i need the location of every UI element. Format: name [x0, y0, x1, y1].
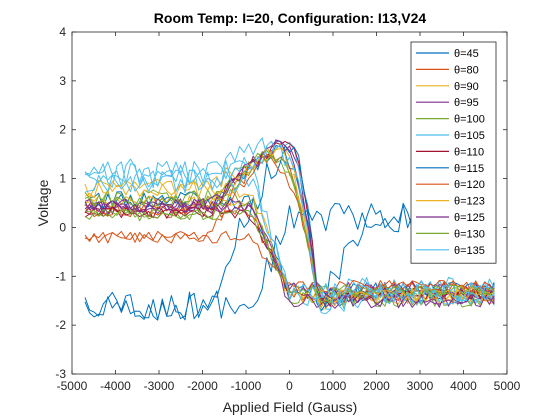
x-tick-label: -2000 — [187, 379, 218, 393]
legend: θ=45 θ=80 θ=90 θ=95 θ=100 θ=105 θ=110 θ=115 θ=12… — [410, 41, 497, 264]
y-tick-label: 3 — [59, 74, 66, 88]
legend-entry: θ=110 — [454, 146, 484, 158]
x-tick-label: 4000 — [450, 379, 477, 393]
x-axis-label: Applied Field (Gauss) — [223, 399, 358, 415]
chart-title: Room Temp: I=20, Configuration: I13,V24 — [154, 10, 427, 26]
y-tick-label: -3 — [55, 367, 66, 381]
series-line-theta-135 — [84, 140, 495, 315]
x-tick-label: 1000 — [320, 379, 347, 393]
y-tick-label: 4 — [59, 25, 66, 39]
legend-entry: θ=125 — [454, 212, 485, 224]
x-tick-label: 0 — [286, 379, 293, 393]
series-line-theta-130 — [84, 150, 495, 304]
x-tick-label: -5000 — [57, 379, 88, 393]
x-tick-label: -3000 — [144, 379, 175, 393]
legend-entry: θ=105 — [454, 130, 485, 142]
legend-entry: θ=135 — [454, 245, 485, 257]
legend-entry: θ=90 — [454, 81, 479, 93]
y-axis-label: Voltage — [35, 179, 51, 226]
x-tick-label: 5000 — [494, 379, 521, 393]
x-tick-label: 3000 — [407, 379, 434, 393]
y-tick-label: -1 — [55, 269, 66, 283]
y-tick-label: 1 — [59, 172, 66, 186]
legend-entry: θ=95 — [454, 97, 479, 109]
legend-entry: θ=130 — [454, 228, 485, 240]
y-tick-label: -2 — [55, 318, 66, 332]
x-axis-ticks: -5000 -4000 -3000 -2000 -1000 0 1000 2000 3000 40… — [57, 32, 521, 393]
y-axis-ticks: -3 -2 -1 0 1 2 3 4 — [55, 25, 507, 381]
y-tick-label: 2 — [59, 123, 66, 137]
legend-entry: θ=123 — [454, 196, 485, 208]
legend-entry: θ=115 — [454, 163, 484, 175]
legend-entry: θ=45 — [454, 48, 479, 60]
legend-entry: θ=80 — [454, 64, 479, 76]
x-tick-label: -1000 — [231, 379, 262, 393]
legend-entry: θ=100 — [454, 114, 485, 126]
x-tick-label: 2000 — [363, 379, 390, 393]
series-line-theta-125 — [84, 140, 495, 309]
y-tick-label: 0 — [59, 220, 66, 234]
legend-entry: θ=120 — [454, 179, 485, 191]
legend-box — [410, 41, 497, 264]
x-tick-label: -4000 — [100, 379, 131, 393]
